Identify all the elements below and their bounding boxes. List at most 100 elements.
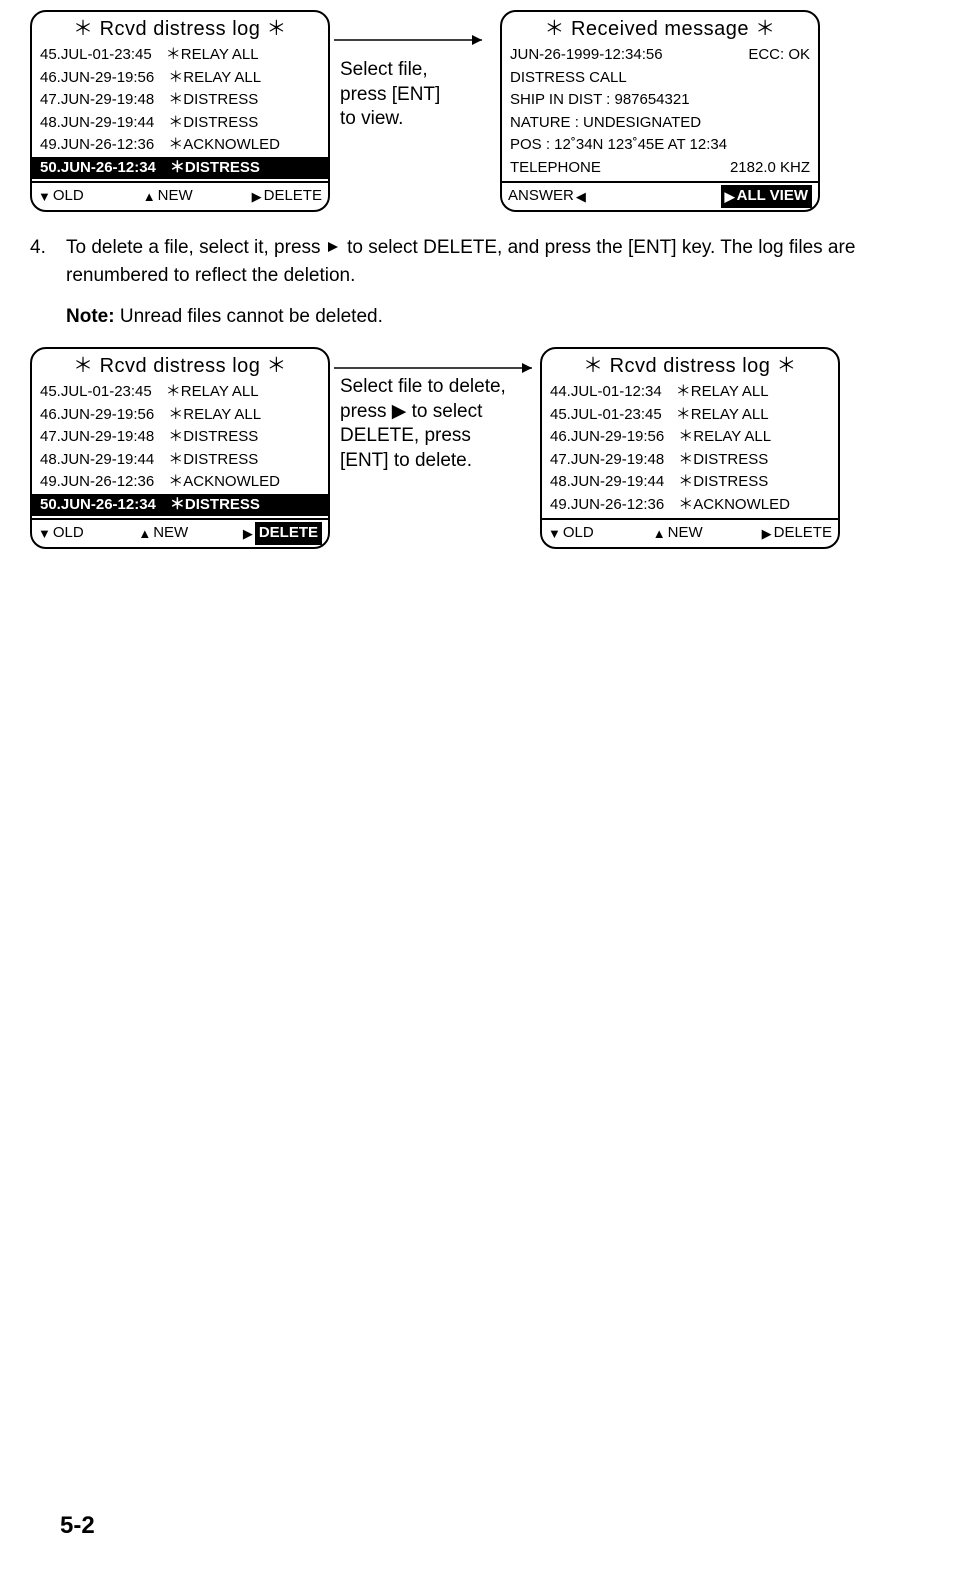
log-type: ＊RELAY ALL: [678, 426, 771, 449]
note-label: Note:: [66, 306, 115, 327]
log-type: ＊ACKNOWLED: [168, 471, 280, 494]
log-time: 47.JUN-29-19:48: [550, 449, 664, 472]
figure-2: ＊ Rcvd distress log ＊ 45.JUL-01-23:45 ＊RE…: [30, 347, 926, 549]
right-icon: ▶: [725, 187, 735, 207]
new-button[interactable]: ▲NEW: [653, 522, 703, 545]
log-type: ＊DISTRESS: [168, 449, 258, 472]
log-type: ＊DISTRESS: [170, 494, 260, 517]
delete-button[interactable]: ▶DELETE: [252, 185, 322, 208]
log-type: ＊DISTRESS: [168, 89, 258, 112]
log-row[interactable]: 44.JUL-01-12:34 ＊RELAY ALL: [548, 381, 832, 404]
message-line: DISTRESS CALL: [508, 67, 812, 90]
distress-log-panel-after: ＊ Rcvd distress log ＊ 44.JUL-01-12:34＊RE…: [540, 347, 840, 549]
log-type: ＊DISTRESS: [678, 471, 768, 494]
all-view-button[interactable]: ▶ ALL VIEW: [721, 185, 812, 208]
msg-left: POS : 12˚34N 123˚45E AT 12:34: [510, 134, 727, 157]
log-type: ＊ACKNOWLED: [678, 494, 790, 517]
msg-right: ECC: OK: [748, 44, 810, 67]
new-button[interactable]: ▲NEW: [143, 185, 193, 208]
arrow-annotation: Select file to delete, press ▶ to select…: [340, 347, 530, 474]
panel-body: 45.JUL-01-23:45 ＊RELAY ALL46.JUN-29-19:56…: [32, 381, 328, 518]
right-arrow-icon: [326, 240, 342, 254]
log-row[interactable]: 46.JUN-29-19:56＊RELAY ALL: [548, 426, 832, 449]
log-row[interactable]: 45.JUL-01-23:45 ＊RELAY ALL: [38, 44, 322, 67]
note-text: Unread files cannot be deleted.: [115, 306, 383, 327]
old-button[interactable]: ▼ OLD: [548, 522, 594, 545]
panel-title: ＊ Rcvd distress log ＊: [32, 349, 328, 381]
log-time: 49.JUN-26-12:36: [550, 494, 664, 517]
msg-left: JUN-26-1999-12:34:56: [510, 44, 663, 67]
log-row[interactable]: 45.JUL-01-23:45 ＊RELAY ALL: [38, 381, 322, 404]
message-line: NATURE : UNDESIGNATED: [508, 112, 812, 135]
answer-button[interactable]: ANSWER ◀: [508, 185, 586, 208]
log-time: 48.JUN-29-19:44: [550, 471, 664, 494]
panel-body: 45.JUL-01-23:45＊RELAY ALL46.JUN-29-19:56…: [32, 44, 328, 181]
log-type: ＊ACKNOWLED: [168, 134, 280, 157]
log-row[interactable]: 49.JUN-26-12:36 ＊ACKNOWLED: [38, 134, 322, 157]
log-row[interactable]: 48.JUN-29-19:44＊DISTRESS: [38, 112, 322, 135]
log-type: ＊RELAY ALL: [676, 381, 769, 404]
log-row[interactable]: 46.JUN-29-19:56 ＊RELAY ALL: [38, 67, 322, 90]
note: Note: Unread files cannot be deleted.: [66, 303, 926, 332]
panel-footer: ANSWER ◀ ▶ ALL VIEW: [502, 181, 818, 210]
arrow-icon: [334, 20, 484, 90]
delete-button[interactable]: ▶DELETE: [762, 522, 832, 545]
log-type: ＊RELAY ALL: [166, 381, 259, 404]
down-icon: ▼: [548, 524, 561, 544]
log-time: 46.JUN-29-19:56: [40, 67, 154, 90]
log-type: ＊DISTRESS: [168, 112, 258, 135]
left-icon: ◀: [576, 187, 586, 207]
log-type: ＊DISTRESS: [678, 449, 768, 472]
log-row[interactable]: 49.JUN-26-12:36 ＊ACKNOWLED: [548, 494, 832, 517]
step-number: 4.: [30, 234, 52, 291]
new-button[interactable]: ▲NEW: [138, 522, 188, 545]
log-row[interactable]: 46.JUN-29-19:56＊RELAY ALL: [38, 404, 322, 427]
message-line: POS : 12˚34N 123˚45E AT 12:34: [508, 134, 812, 157]
log-row[interactable]: 47.JUN-29-19:48 ＊DISTRESS: [548, 449, 832, 472]
panel-footer: ▼ OLD ▲NEW ▶DELETE: [32, 181, 328, 210]
message-line: TELEPHONE2182.0 KHZ: [508, 157, 812, 180]
arrow-annotation: Select file, press [ENT] to view.: [340, 10, 490, 132]
panel-body: 44.JUL-01-12:34＊RELAY ALL45.JUL-01-23:45…: [542, 381, 838, 518]
old-button[interactable]: ▼ OLD: [38, 185, 84, 208]
panel-footer: ▼ OLD ▲NEW ▶DELETE: [542, 518, 838, 547]
log-time: 45.JUL-01-23:45: [550, 404, 662, 427]
log-row[interactable]: 49.JUN-26-12:36 ＊ACKNOWLED: [38, 471, 322, 494]
up-icon: ▲: [138, 524, 151, 544]
log-row[interactable]: 47.JUN-29-19:48＊DISTRESS: [38, 89, 322, 112]
step-4: 4. To delete a file, select it, press to…: [30, 234, 926, 291]
log-time: 49.JUN-26-12:36: [40, 471, 154, 494]
log-type: ＊RELAY ALL: [168, 67, 261, 90]
up-icon: ▲: [653, 524, 666, 544]
up-icon: ▲: [143, 187, 156, 207]
message-line: SHIP IN DIST : 987654321: [508, 89, 812, 112]
log-row[interactable]: 50.JUN-26-12:34＊DISTRESS: [32, 157, 328, 180]
distress-log-panel: ＊ Rcvd distress log ＊ 45.JUL-01-23:45＊RE…: [30, 10, 330, 212]
log-row[interactable]: 47.JUN-29-19:48＊DISTRESS: [38, 426, 322, 449]
log-row[interactable]: 48.JUN-29-19:44 ＊DISTRESS: [548, 471, 832, 494]
panel-footer: ▼ OLD ▲NEW ▶ DELETE: [32, 518, 328, 547]
log-time: 45.JUL-01-23:45: [40, 44, 152, 67]
panel-title: ＊ Received message ＊: [502, 12, 818, 44]
log-time: 47.JUN-29-19:48: [40, 426, 154, 449]
delete-button[interactable]: ▶ DELETE: [243, 522, 322, 545]
right-icon: ▶: [762, 524, 772, 544]
log-row[interactable]: 48.JUN-29-19:44＊DISTRESS: [38, 449, 322, 472]
log-type: ＊RELAY ALL: [166, 44, 259, 67]
log-row[interactable]: 45.JUL-01-23:45 ＊RELAY ALL: [548, 404, 832, 427]
log-row[interactable]: 50.JUN-26-12:34＊DISTRESS: [32, 494, 328, 517]
log-time: 49.JUN-26-12:36: [40, 134, 154, 157]
old-button[interactable]: ▼ OLD: [38, 522, 84, 545]
log-type: ＊RELAY ALL: [676, 404, 769, 427]
log-time: 45.JUL-01-23:45: [40, 381, 152, 404]
log-time: 44.JUL-01-12:34: [550, 381, 662, 404]
received-message-panel: ＊ Received message ＊ JUN-26-1999-12:34:5…: [500, 10, 820, 212]
log-type: ＊RELAY ALL: [168, 404, 261, 427]
msg-left: NATURE : UNDESIGNATED: [510, 112, 701, 135]
msg-left: SHIP IN DIST : 987654321: [510, 89, 690, 112]
down-icon: ▼: [38, 187, 51, 207]
figure-1: ＊ Rcvd distress log ＊ 45.JUL-01-23:45＊RE…: [30, 10, 926, 212]
message-line: JUN-26-1999-12:34:56 ECC: OK: [508, 44, 812, 67]
msg-left: TELEPHONE: [510, 157, 601, 180]
panel-body: JUN-26-1999-12:34:56 ECC: OKDISTRESS CALL…: [502, 44, 818, 181]
